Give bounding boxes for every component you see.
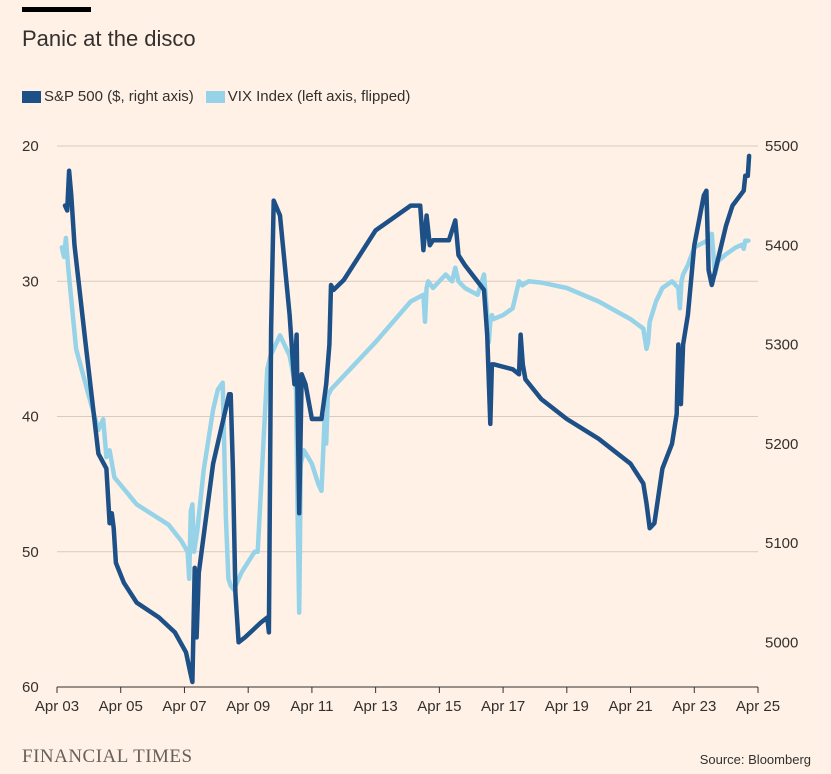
x-tick-label: Apr 17 — [481, 698, 525, 715]
left-tick-label: 40 — [22, 409, 39, 426]
right-tick-label: 5300 — [765, 337, 798, 354]
x-tick-label: Apr 09 — [226, 698, 270, 715]
sp500-series-line — [62, 153, 752, 685]
right-tick-label: 5500 — [765, 138, 798, 155]
x-tick-label: Apr 15 — [417, 698, 461, 715]
x-tick-label: Apr 21 — [608, 698, 652, 715]
left-tick-label: 20 — [22, 138, 39, 155]
legend: S&P 500 ($, right axis) VIX Index (left … — [22, 88, 422, 105]
x-tick-label: Apr 03 — [35, 698, 79, 715]
chart-title: Panic at the disco — [22, 26, 196, 51]
legend-label-sp500: S&P 500 ($, right axis) — [44, 88, 194, 105]
x-tick-label: Apr 13 — [354, 698, 398, 715]
ft-brand-logo: FINANCIAL TIMES — [22, 746, 193, 767]
x-tick-label: Apr 19 — [545, 698, 589, 715]
left-tick-label: 30 — [22, 273, 39, 290]
legend-item-sp500: S&P 500 ($, right axis) — [22, 88, 194, 105]
left-tick-label: 50 — [22, 544, 39, 561]
right-tick-label: 5100 — [765, 535, 798, 552]
right-tick-label: 5200 — [765, 436, 798, 453]
x-tick-label: Apr 23 — [672, 698, 716, 715]
legend-swatch-vix — [205, 90, 225, 103]
legend-label-vix: VIX Index (left axis, flipped) — [227, 88, 411, 105]
x-tick-label: Apr 05 — [99, 698, 143, 715]
right-tick-label: 5400 — [765, 237, 798, 254]
vix-series-line — [59, 231, 751, 615]
ft-top-rule — [22, 7, 91, 12]
source-note: Source: Bloomberg — [699, 752, 811, 767]
right-tick-label: 5000 — [765, 634, 798, 651]
legend-swatch-sp500 — [22, 90, 41, 103]
x-tick-label: Apr 25 — [736, 698, 780, 715]
x-tick-label: Apr 07 — [162, 698, 206, 715]
left-tick-label: 60 — [22, 679, 39, 696]
legend-item-vix: VIX Index (left axis, flipped) — [205, 88, 411, 105]
x-tick-label: Apr 11 — [290, 698, 333, 715]
